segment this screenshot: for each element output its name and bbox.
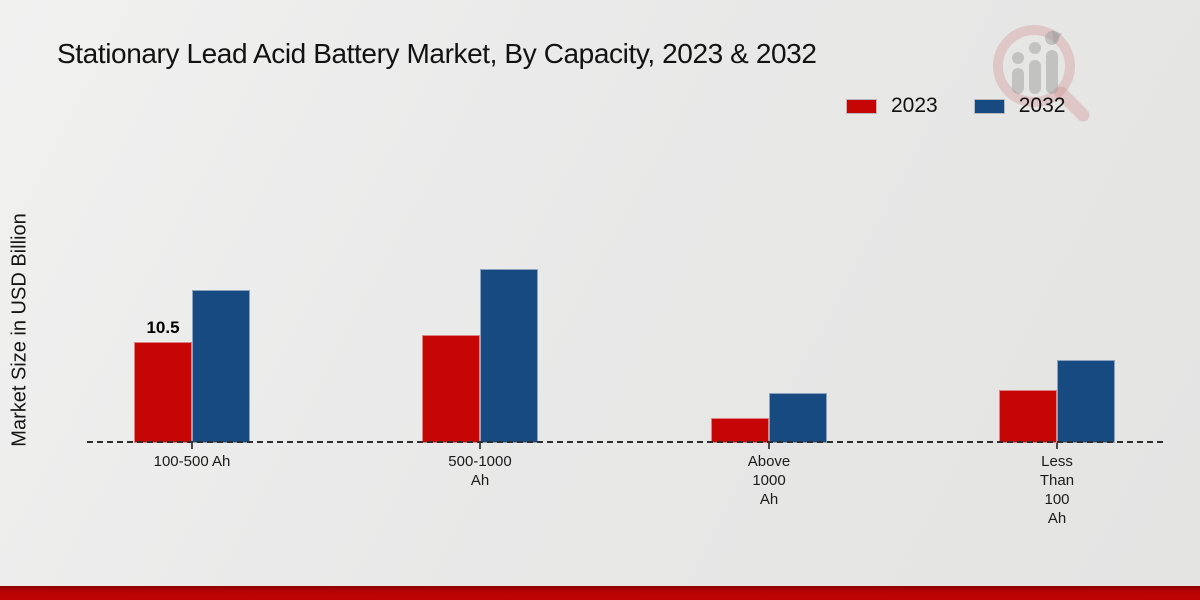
bar-2023-100-500-ah xyxy=(134,342,192,443)
bar-2032-above-1000-ah xyxy=(769,393,827,443)
bar-value-label-100-500-ah: 10.5 xyxy=(146,318,180,337)
x-label-line: Than xyxy=(1039,472,1075,489)
x-tick-above-1000-ah xyxy=(768,443,770,449)
x-label-line: Above xyxy=(747,453,791,470)
x-label-100-500-ah: 100-500 Ah xyxy=(122,452,262,471)
legend-item-2023: 2023 xyxy=(846,94,938,118)
x-label-line: Less xyxy=(1041,453,1073,470)
bar-2023-above-1000-ah xyxy=(711,418,769,443)
legend-swatch-2023 xyxy=(846,98,877,114)
footer-accent-bar xyxy=(0,586,1200,600)
bar-group-100-500-ah: 10.5 xyxy=(134,0,250,443)
chart-title: Stationary Lead Acid Battery Market, By … xyxy=(57,38,817,69)
x-label-line: 500-1000 xyxy=(448,453,512,470)
bar-group-above-1000-ah xyxy=(711,0,827,443)
bar-group-500-1000-ah xyxy=(422,0,538,443)
x-axis-baseline xyxy=(87,441,1163,443)
x-tick-500-1000-ah xyxy=(479,443,481,449)
x-tick-less-than-100-ah xyxy=(1056,443,1058,449)
legend-label: 2023 xyxy=(891,94,938,117)
x-label-above-1000-ah: Above 1000 Ah xyxy=(699,452,839,509)
legend-label: 2032 xyxy=(1018,94,1066,117)
legend: 2023 2032 xyxy=(846,94,1065,118)
bar-group-less-than-100-ah xyxy=(999,0,1115,443)
x-label-line: Ah xyxy=(1047,510,1067,527)
x-axis: 100-500 Ah 500-1000 Ah Above 1000 Ah Less Than 1… xyxy=(0,443,1200,600)
x-tick-100-500-ah xyxy=(191,443,193,449)
x-label-500-1000-ah: 500-1000 Ah xyxy=(410,452,550,490)
bar-2023-less-than-100-ah xyxy=(999,390,1057,443)
x-label-line: 100 xyxy=(1044,491,1070,508)
x-label-line: 100-500 Ah xyxy=(153,453,231,470)
x-label-line: Ah xyxy=(759,491,779,508)
legend-swatch-2032 xyxy=(973,98,1005,114)
bar-2032-500-1000-ah xyxy=(480,269,538,443)
x-label-line: Ah xyxy=(470,472,490,489)
bar-2023-500-1000-ah xyxy=(422,335,480,443)
x-label-less-than-100-ah: Less Than 100 Ah xyxy=(987,452,1127,528)
x-label-line: 1000 xyxy=(752,472,786,489)
legend-item-2032: 2032 xyxy=(973,94,1066,118)
bar-2032-100-500-ah xyxy=(192,290,250,443)
bar-2032-less-than-100-ah xyxy=(1057,360,1115,443)
plot-area: 10.5 xyxy=(134,0,1115,443)
